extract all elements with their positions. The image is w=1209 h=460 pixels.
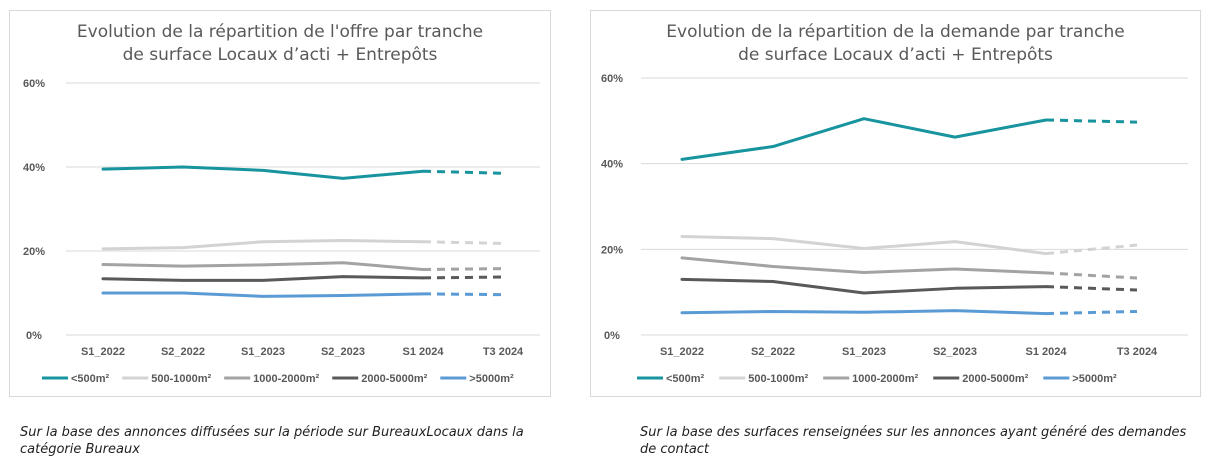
offer-series-forecast-4 xyxy=(422,292,504,297)
demand-legend-label: >5000m² xyxy=(1072,373,1117,385)
demand-legend-label: 1000-2000m² xyxy=(852,373,918,385)
offer-series-line-1 xyxy=(101,239,425,251)
offer-series-forecast-3 xyxy=(422,275,504,280)
offer-series-forecast-0 xyxy=(422,169,504,175)
demand-y-tick-label: 20% xyxy=(601,244,623,256)
demand-series-line-0 xyxy=(680,117,1048,161)
offer-legend-label: 500-1000m² xyxy=(151,373,211,385)
demand-y-tick-label: 40% xyxy=(601,159,623,171)
offer-x-tick-label: T3 2024 xyxy=(483,346,524,358)
demand-legend-label: 2000-5000m² xyxy=(962,373,1028,385)
offer-y-tick-label: 60% xyxy=(23,78,45,90)
demand-legend-label: <500m² xyxy=(666,373,705,385)
offer-x-tick-label: S1_2023 xyxy=(241,346,285,358)
offer-series-line-0 xyxy=(101,165,425,180)
offer-legend-label: <500m² xyxy=(71,373,110,385)
offer-series-forecast-2 xyxy=(422,267,504,271)
demand-x-tick-label: S1_2023 xyxy=(842,346,886,358)
demand-series-forecast-2 xyxy=(1045,271,1138,280)
offer-legend-label: >5000m² xyxy=(469,373,514,385)
demand-series-forecast-3 xyxy=(1045,285,1138,292)
demand-x-tick-label: S1_2022 xyxy=(660,346,704,358)
offer-series-forecast-1 xyxy=(422,240,504,245)
offer-chart-panel: Evolution de la répartition de l'offre p… xyxy=(9,10,551,397)
offer-chart-plot: 60% 40% 20% 0% S1_2022 S2_2022 S1_2023 S2_2023 S… xyxy=(23,78,540,385)
offer-legend-label: 1000-2000m² xyxy=(253,373,319,385)
demand-x-tick-label: T3 2024 xyxy=(1117,346,1158,358)
demand-series-line-1 xyxy=(680,234,1048,256)
demand-x-tick-label: S1 2024 xyxy=(1026,346,1068,358)
offer-legend-label: 2000-5000m² xyxy=(361,373,427,385)
offer-chart-title-line-1: Evolution de la répartition de l'offre p… xyxy=(76,22,484,42)
offer-chart-title-line-2: de surface Locaux d’acti + Entrepôts xyxy=(122,45,438,65)
demand-series-line-3 xyxy=(680,277,1048,295)
demand-chart-caption: Sur la base des surfaces renseignées sur… xyxy=(640,425,1187,457)
demand-y-tick-label: 60% xyxy=(601,73,623,85)
demand-chart-title-line-1: Evolution de la répartition de la demand… xyxy=(666,22,1125,42)
demand-chart-plot: 60% 40% 20% 0% S1_2022 S2_2022 S1_2023 S2_2023 S… xyxy=(601,73,1188,385)
offer-series-line-3 xyxy=(101,275,425,282)
offer-series-line-4 xyxy=(101,291,425,298)
offer-x-tick-label: S2_2023 xyxy=(321,346,365,358)
demand-x-tick-label: S2_2023 xyxy=(933,346,977,358)
demand-series-forecast-1 xyxy=(1045,243,1138,256)
offer-x-tick-label: S1 2024 xyxy=(403,346,445,358)
offer-x-tick-label: S1_2022 xyxy=(81,346,125,358)
demand-series-line-2 xyxy=(680,256,1048,275)
demand-series-forecast-0 xyxy=(1045,118,1138,124)
demand-x-tick-label: S2_2022 xyxy=(751,346,795,358)
demand-series-forecast-4 xyxy=(1045,309,1138,316)
demand-chart-panel: Evolution de la répartition de la demand… xyxy=(590,10,1201,397)
offer-chart-caption: Sur la base des annonces diffusées sur l… xyxy=(20,425,524,457)
demand-chart-title-line-2: de surface Locaux d’acti + Entrepôts xyxy=(738,45,1053,65)
demand-chart-title: Evolution de la répartition de la demand… xyxy=(591,21,1200,67)
offer-series-line-2 xyxy=(101,261,425,271)
offer-y-tick-label: 0% xyxy=(26,330,42,342)
offer-chart-title: Evolution de la répartition de l'offre p… xyxy=(10,21,550,67)
offer-y-tick-label: 40% xyxy=(23,162,45,174)
demand-y-tick-label: 0% xyxy=(604,330,620,342)
offer-x-tick-label: S2_2022 xyxy=(161,346,205,358)
offer-y-tick-label: 20% xyxy=(23,246,45,258)
demand-series-line-4 xyxy=(680,309,1048,316)
demand-legend-label: 500-1000m² xyxy=(748,373,808,385)
